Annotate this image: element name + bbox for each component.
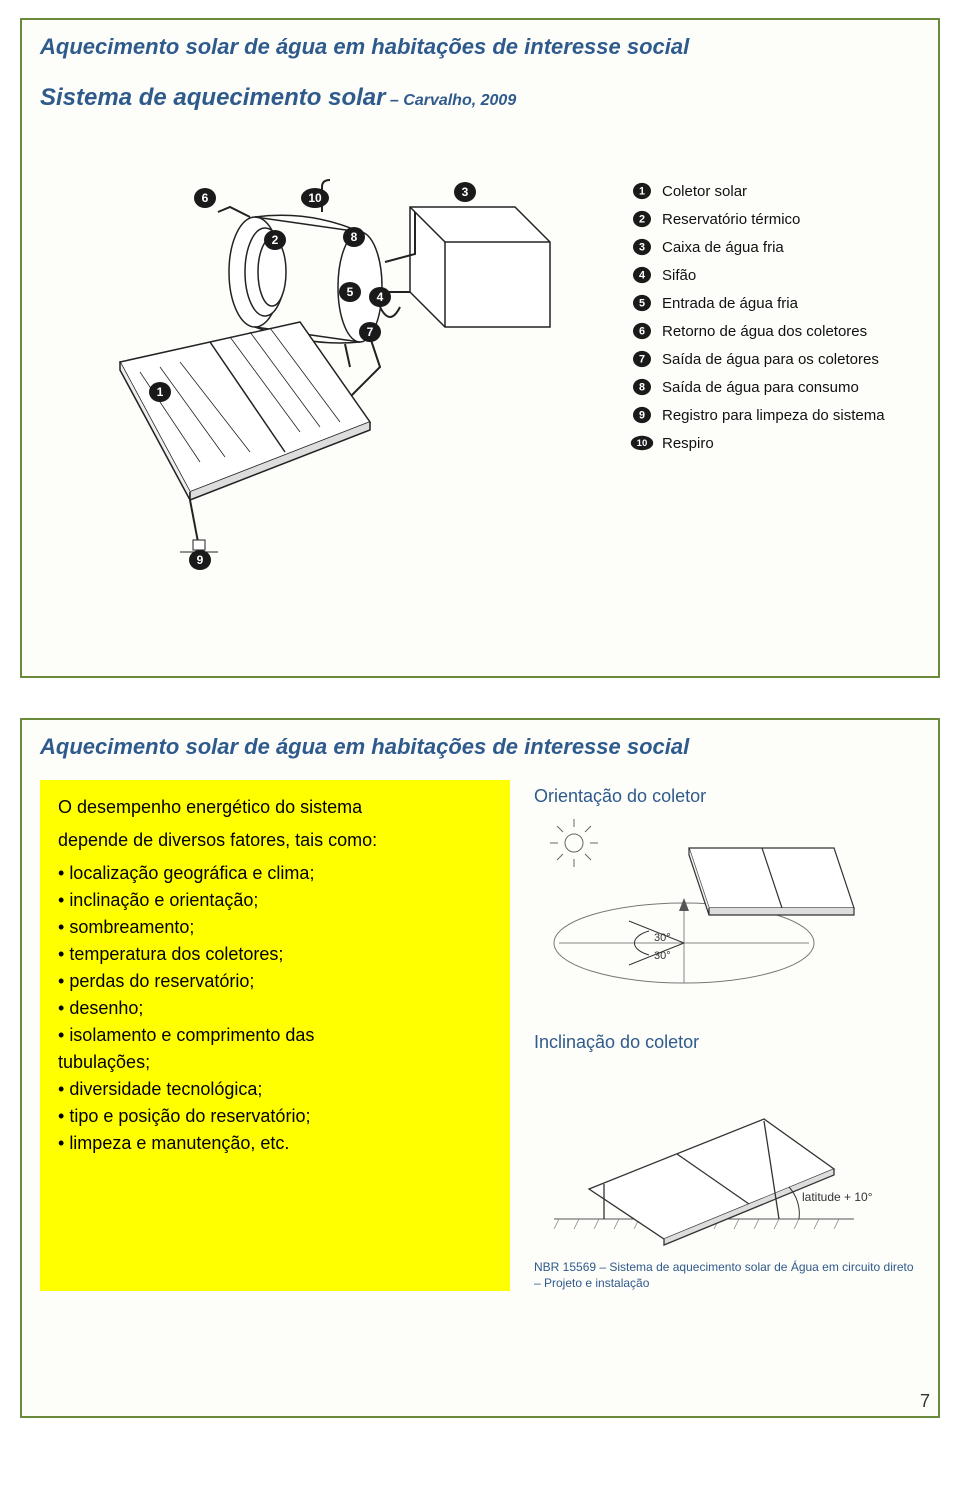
inclination-diagram: latitude + 10° (534, 1059, 874, 1249)
svg-text:8: 8 (351, 230, 358, 244)
slide-2: Aquecimento solar de água em habitações … (20, 718, 940, 1418)
svg-text:1: 1 (639, 186, 645, 198)
legend-label: Coletor solar (662, 183, 747, 200)
factor-item: inclinação e orientação; (58, 887, 492, 914)
legend-label: Entrada de água fria (662, 295, 798, 312)
factor-item: tipo e posição do reservatório; (58, 1103, 492, 1130)
svg-text:4: 4 (639, 270, 645, 282)
svg-text:7: 7 (639, 354, 645, 366)
legend-label: Retorno de água dos coletores (662, 323, 867, 340)
factor-item: isolamento e comprimento das (58, 1022, 492, 1049)
component-legend: 1 Coletor solar 2 Reservatório térmico 3… (630, 182, 910, 462)
legend-item: 4 Sifão (630, 266, 910, 284)
system-diagram: 1 2 3 4 5 6 7 8 9 10 (50, 152, 590, 592)
diagram-marker: 6 (194, 188, 216, 208)
svg-text:2: 2 (272, 233, 279, 247)
diagram-marker: 1 (149, 382, 171, 402)
factors-box: O desempenho energético do sistema depen… (40, 780, 510, 1291)
page-title: Aquecimento solar de água em habitações … (40, 34, 920, 60)
intro-line-2: depende de diversos fatores, tais como: (58, 827, 492, 854)
subtitle-ref: – Carvalho, 2009 (385, 92, 516, 109)
angle-text-1: 30° (654, 932, 671, 944)
factors-list: localização geográfica e clima;inclinaçã… (58, 860, 492, 1157)
diagram-marker: 10 (301, 188, 329, 208)
number-ball-icon: 5 (630, 294, 654, 312)
diagram-marker: 5 (339, 282, 361, 302)
factor-item: tubulações; (58, 1049, 492, 1076)
svg-text:8: 8 (639, 382, 645, 394)
page-title: Aquecimento solar de água em habitações … (40, 734, 920, 760)
svg-text:7: 7 (367, 325, 374, 339)
slide2-body: O desempenho energético do sistema depen… (40, 780, 920, 1291)
svg-text:3: 3 (639, 242, 645, 254)
diagram-marker: 2 (264, 230, 286, 250)
legend-label: Saída de água para os coletores (662, 351, 879, 368)
legend-item: 8 Saída de água para consumo (630, 378, 910, 396)
diagram-marker: 9 (189, 550, 211, 570)
orientation-diagram: 30° 30° (534, 813, 874, 1003)
legend-label: Sifão (662, 267, 696, 284)
number-ball-icon: 10 (630, 434, 654, 452)
right-column: Orientação do coletor 30° 30° (534, 780, 920, 1291)
legend-item: 10 Respiro (630, 434, 910, 452)
number-ball-icon: 3 (630, 238, 654, 256)
factor-item: sombreamento; (58, 914, 492, 941)
legend-item: 6 Retorno de água dos coletores (630, 322, 910, 340)
svg-text:4: 4 (377, 290, 384, 304)
legend-item: 9 Registro para limpeza do sistema (630, 406, 910, 424)
legend-item: 1 Coletor solar (630, 182, 910, 200)
legend-label: Caixa de água fria (662, 239, 784, 256)
svg-text:6: 6 (639, 326, 645, 338)
svg-text:5: 5 (639, 298, 645, 310)
factor-item: temperatura dos coletores; (58, 941, 492, 968)
legend-item: 5 Entrada de água fria (630, 294, 910, 312)
factor-item: localização geográfica e clima; (58, 860, 492, 887)
svg-text:6: 6 (202, 191, 209, 205)
svg-text:9: 9 (639, 410, 645, 422)
number-ball-icon: 7 (630, 350, 654, 368)
number-ball-icon: 2 (630, 210, 654, 228)
orientation-label: Orientação do coletor (534, 786, 920, 807)
slide-1: Aquecimento solar de água em habitações … (20, 18, 940, 678)
footnote: NBR 15569 – Sistema de aquecimento solar… (534, 1260, 920, 1291)
inclination-label: Inclinação do coletor (534, 1032, 920, 1053)
subtitle-main: Sistema de aquecimento solar (40, 84, 385, 111)
svg-text:5: 5 (347, 285, 354, 299)
legend-label: Saída de água para consumo (662, 379, 859, 396)
factor-item: diversidade tecnológica; (58, 1076, 492, 1103)
number-ball-icon: 8 (630, 378, 654, 396)
intro-line-1: O desempenho energético do sistema (58, 794, 492, 821)
number-ball-icon: 4 (630, 266, 654, 284)
inclination-text: latitude + 10° (802, 1190, 873, 1204)
legend-item: 2 Reservatório térmico (630, 210, 910, 228)
system-diagram-area: 1 2 3 4 5 6 7 8 9 10 1 Coletor solar 2 R… (40, 152, 920, 612)
angle-text-2: 30° (654, 950, 671, 962)
diagram-marker: 8 (343, 227, 365, 247)
svg-text:1: 1 (157, 385, 164, 399)
legend-item: 3 Caixa de água fria (630, 238, 910, 256)
legend-label: Registro para limpeza do sistema (662, 407, 885, 424)
legend-item: 7 Saída de água para os coletores (630, 350, 910, 368)
slide1-subtitle: Sistema de aquecimento solar – Carvalho,… (40, 84, 920, 112)
number-ball-icon: 6 (630, 322, 654, 340)
number-ball-icon: 1 (630, 182, 654, 200)
page-number: 7 (920, 1391, 930, 1412)
legend-label: Reservatório térmico (662, 211, 800, 228)
svg-text:10: 10 (637, 438, 648, 449)
svg-text:10: 10 (308, 191, 322, 205)
diagram-marker: 4 (369, 287, 391, 307)
svg-text:3: 3 (462, 185, 469, 199)
factor-item: limpeza e manutenção, etc. (58, 1130, 492, 1157)
diagram-marker: 7 (359, 322, 381, 342)
diagram-marker: 3 (454, 182, 476, 202)
svg-text:2: 2 (639, 214, 645, 226)
svg-text:9: 9 (197, 553, 204, 567)
number-ball-icon: 9 (630, 406, 654, 424)
factor-item: desenho; (58, 995, 492, 1022)
factor-item: perdas do reservatório; (58, 968, 492, 995)
legend-label: Respiro (662, 435, 714, 452)
